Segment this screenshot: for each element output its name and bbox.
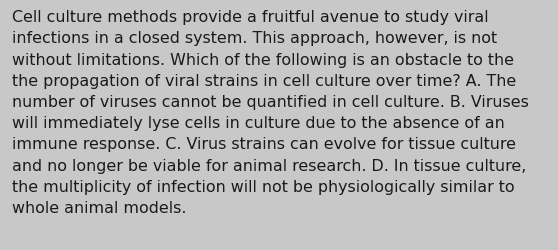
Text: Cell culture methods provide a fruitful avenue to study viral
infections in a cl: Cell culture methods provide a fruitful …: [12, 10, 529, 215]
